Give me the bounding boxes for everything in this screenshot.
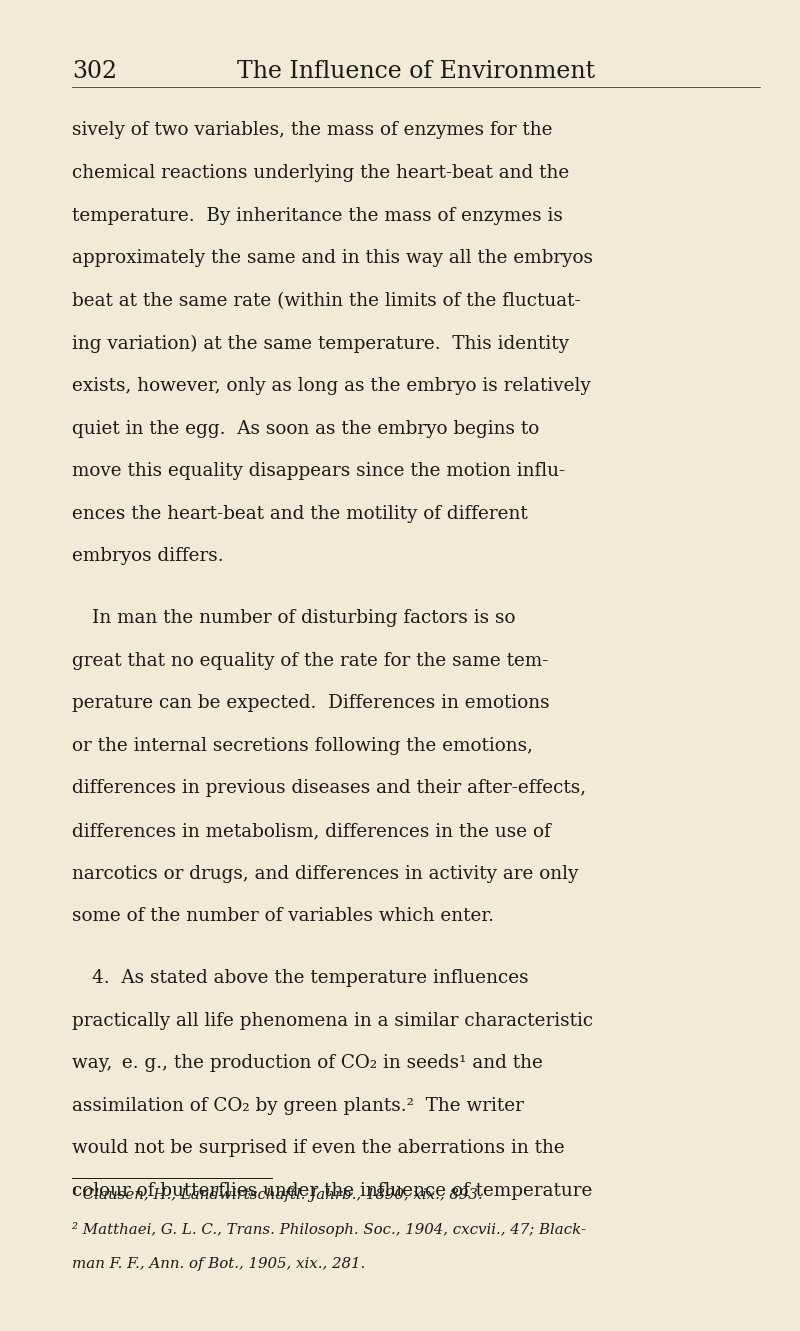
Text: 4.  As stated above the temperature influences: 4. As stated above the temperature influ… (92, 969, 529, 988)
Text: would not be surprised if even the aberrations in the: would not be surprised if even the aberr… (72, 1139, 565, 1158)
Text: temperature.  By inheritance the mass of enzymes is: temperature. By inheritance the mass of … (72, 206, 563, 225)
Text: exists, however, only as long as the embryo is relatively: exists, however, only as long as the emb… (72, 377, 590, 395)
Text: perature can be expected.  Differences in emotions: perature can be expected. Differences in… (72, 695, 550, 712)
Text: great that no equality of the rate for the same tem-: great that no equality of the rate for t… (72, 652, 548, 669)
Text: or the internal secretions following the emotions,: or the internal secretions following the… (72, 737, 533, 755)
Text: some of the number of variables which enter.: some of the number of variables which en… (72, 908, 494, 925)
Text: The Influence of Environment: The Influence of Environment (237, 60, 595, 83)
Text: ¹ Clausen, H., Landwirtschaftl. Jahrb., 1890, xix., 893.: ¹ Clausen, H., Landwirtschaftl. Jahrb., … (72, 1187, 482, 1202)
Text: 302: 302 (72, 60, 117, 83)
Text: differences in metabolism, differences in the use of: differences in metabolism, differences i… (72, 823, 550, 840)
Text: beat at the same rate (within the limits of the fluctuat-: beat at the same rate (within the limits… (72, 291, 581, 310)
Text: ences the heart-beat and the motility of different: ences the heart-beat and the motility of… (72, 504, 528, 523)
Text: quiet in the egg.  As soon as the embryo begins to: quiet in the egg. As soon as the embryo … (72, 419, 539, 438)
Text: embryos differs.: embryos differs. (72, 547, 224, 566)
Text: ing variation) at the same temperature.  This identity: ing variation) at the same temperature. … (72, 334, 569, 353)
Text: practically all life phenomena in a similar characteristic: practically all life phenomena in a simi… (72, 1012, 593, 1030)
Text: narcotics or drugs, and differences in activity are only: narcotics or drugs, and differences in a… (72, 865, 578, 882)
Text: differences in previous diseases and their after-effects,: differences in previous diseases and the… (72, 780, 586, 797)
Text: move this equality disappears since the motion influ-: move this equality disappears since the … (72, 462, 565, 480)
Text: ² Matthaei, G. L. C., Trans. Philosoph. Soc., 1904, cxcvii., 47; Black-: ² Matthaei, G. L. C., Trans. Philosoph. … (72, 1222, 586, 1238)
Text: man F. F., Ann. of Bot., 1905, xix., 281.: man F. F., Ann. of Bot., 1905, xix., 281… (72, 1256, 366, 1271)
Text: colour of butterflies under the influence of temperature: colour of butterflies under the influenc… (72, 1182, 592, 1201)
Text: In man the number of disturbing factors is so: In man the number of disturbing factors … (92, 610, 515, 627)
Text: assimilation of CO₂ by green plants.²  The writer: assimilation of CO₂ by green plants.² Th… (72, 1097, 524, 1115)
Text: chemical reactions underlying the heart-beat and the: chemical reactions underlying the heart-… (72, 164, 570, 182)
Text: way,  e. g., the production of CO₂ in seeds¹ and the: way, e. g., the production of CO₂ in see… (72, 1054, 543, 1073)
Text: sively of two variables, the mass of enzymes for the: sively of two variables, the mass of enz… (72, 121, 553, 140)
Text: approximately the same and in this way all the embryos: approximately the same and in this way a… (72, 249, 593, 268)
